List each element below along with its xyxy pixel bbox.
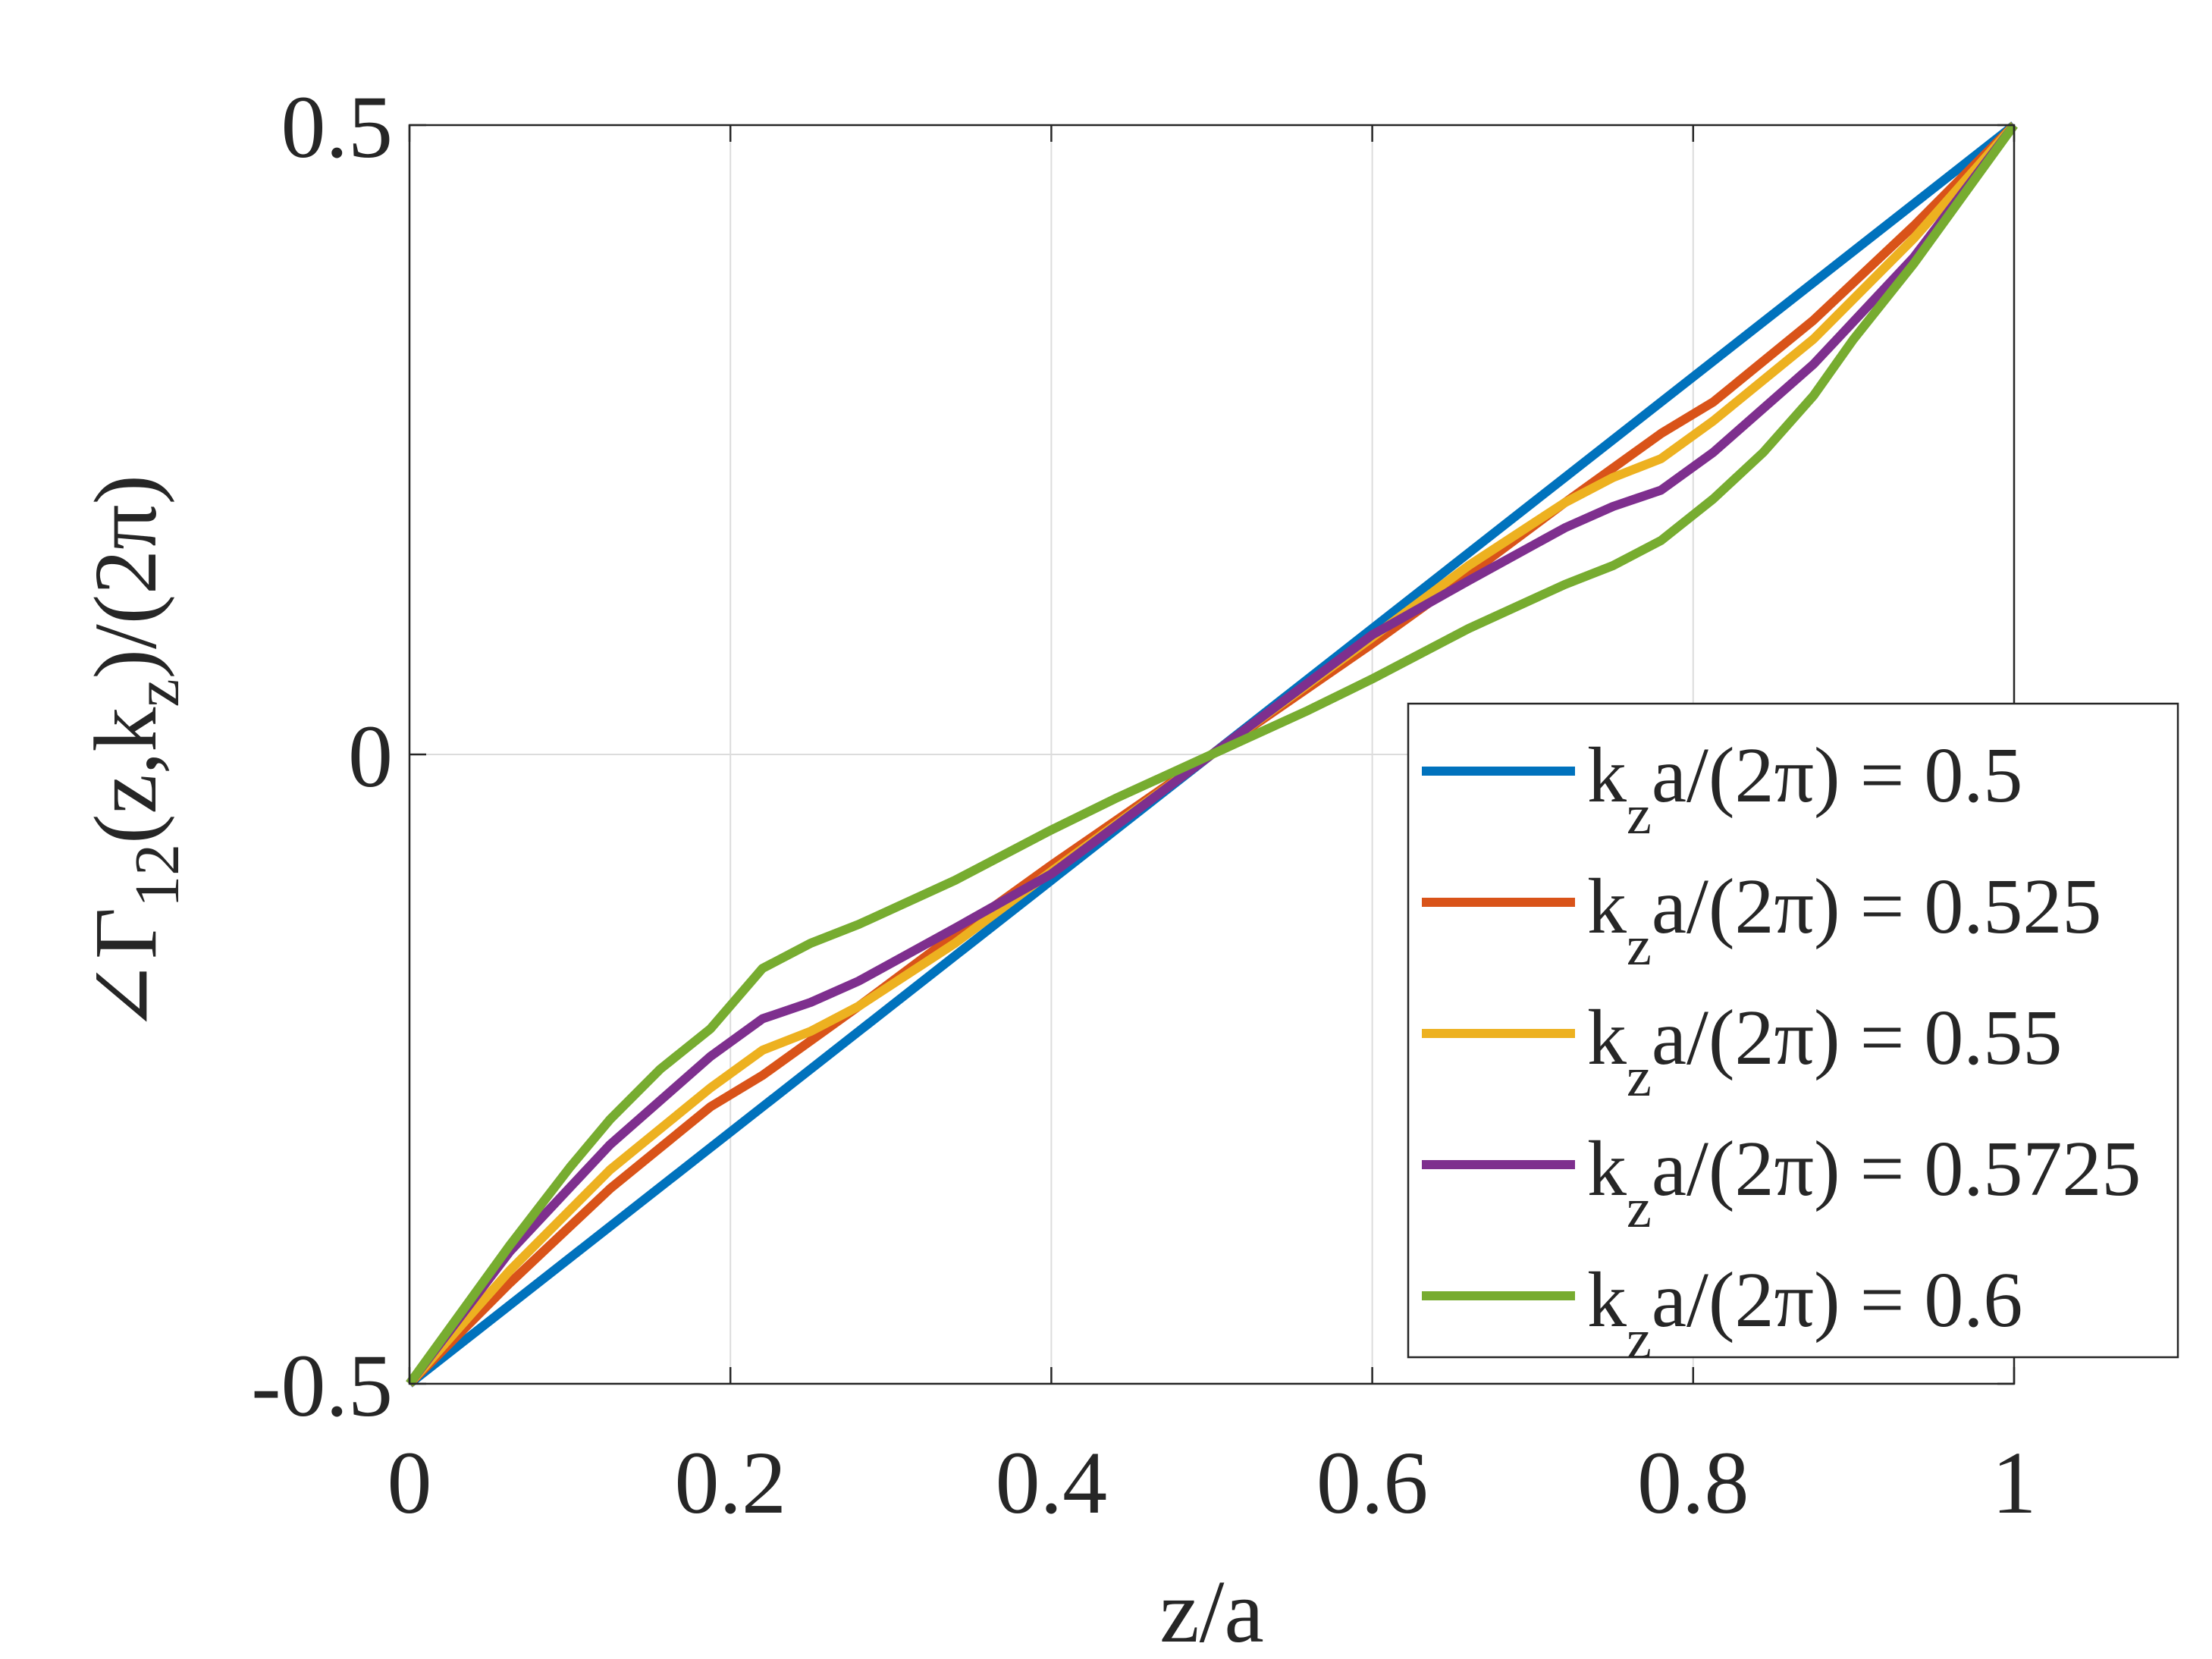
legend-label-subscript: z <box>1627 1309 1652 1371</box>
x-tick-label: 0.6 <box>1316 1433 1429 1532</box>
x-tick-label: 0 <box>387 1433 432 1532</box>
x-axis-label: z/a <box>1159 1562 1264 1659</box>
tick-labels: 0 0.2 0.4 0.6 0.8 1-0.500.5 <box>251 77 2036 1532</box>
y-axis-label-suffix: )/(2π) <box>76 475 175 679</box>
legend-label-k: k <box>1587 1125 1627 1212</box>
legend-label-rest: a/(2π) = 0.5 <box>1652 732 2022 819</box>
legend-label-2: kza/(2π) = 0.525 <box>1587 863 2101 977</box>
legend-label-4: kza/(2π) = 0.5725 <box>1587 1125 2141 1240</box>
legend-label-rest: a/(2π) = 0.55 <box>1652 994 2062 1081</box>
y-tick-label: 0.5 <box>281 77 394 177</box>
legend-label-rest: a/(2π) = 0.6 <box>1652 1256 2022 1344</box>
y-tick-label: 0 <box>348 707 393 806</box>
ticks <box>408 124 2016 1385</box>
legend-label-k: k <box>1587 732 1627 819</box>
legend-label-k: k <box>1587 1256 1627 1344</box>
y-axis-label-sub2: z <box>122 679 193 707</box>
x-tick-label: 1 <box>1992 1433 2037 1532</box>
legend-label-rest: a/(2π) = 0.5725 <box>1652 1125 2141 1212</box>
x-tick-label: 0.2 <box>674 1433 786 1532</box>
x-tick-label: 0.4 <box>996 1433 1108 1532</box>
x-tick-label: 0.8 <box>1637 1433 1749 1532</box>
legend-label-k: k <box>1587 863 1627 950</box>
y-axis-label-sub1: 12 <box>122 844 193 908</box>
legend-label-subscript: z <box>1627 1046 1652 1109</box>
legend-label-5: kza/(2π) = 0.6 <box>1587 1256 2022 1371</box>
legend-label-subscript: z <box>1627 784 1652 846</box>
data-series <box>406 121 2018 1388</box>
legend-label-subscript: z <box>1627 915 1652 977</box>
y-tick-label: -0.5 <box>251 1336 393 1435</box>
y-axis-label-mid: (z,k <box>76 707 175 844</box>
legend-label-3: kza/(2π) = 0.55 <box>1587 994 2062 1109</box>
legend-label-subscript: z <box>1627 1178 1652 1240</box>
legend-label-rest: a/(2π) = 0.525 <box>1652 863 2101 950</box>
y-axis-label: ∠Γ12(z,kz)/(2π) <box>76 475 193 1034</box>
legend-label-1: kza/(2π) = 0.5 <box>1587 732 2022 846</box>
series-line-5 <box>406 122 2018 1387</box>
legend-label-k: k <box>1587 994 1627 1081</box>
y-axis-label-prefix: ∠Γ <box>76 908 175 1034</box>
